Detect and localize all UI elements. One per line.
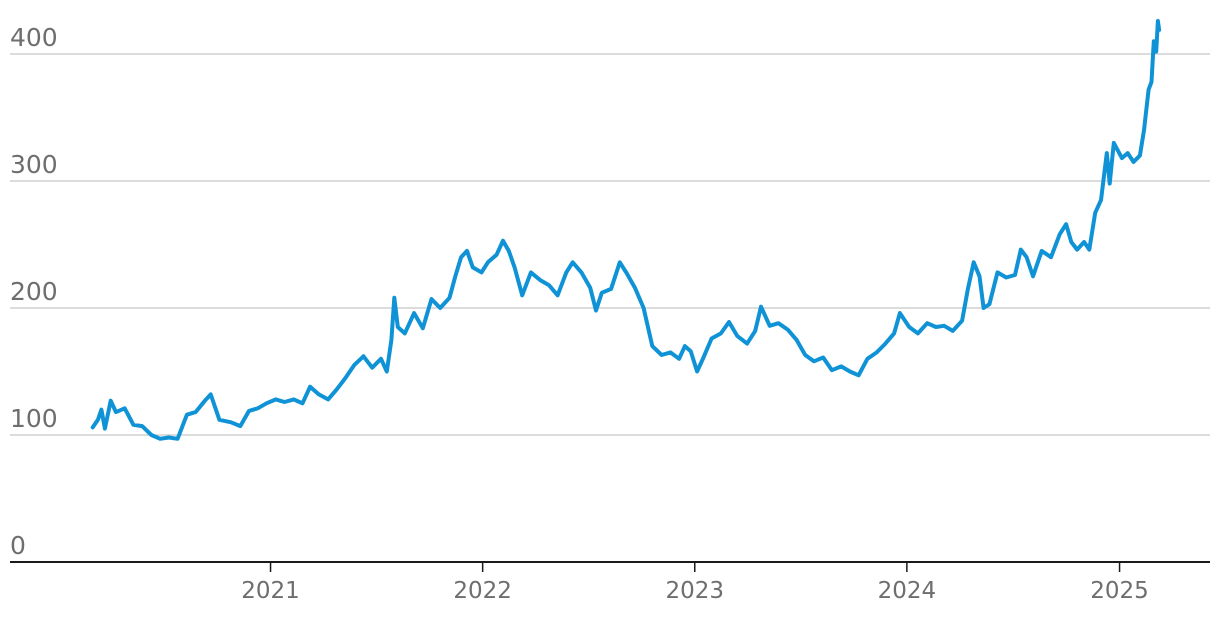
y-tick-label-0: 0 bbox=[10, 531, 26, 560]
x-tick-label-2021: 2021 bbox=[241, 578, 300, 604]
y-tick-label-400: 400 bbox=[10, 23, 58, 52]
gridlines bbox=[10, 53, 1210, 436]
y-tick-label-100: 100 bbox=[10, 404, 58, 433]
series-layer bbox=[90, 19, 1162, 441]
x-tick-label-2025: 2025 bbox=[1090, 578, 1149, 604]
y-tick-label-300: 300 bbox=[10, 150, 58, 179]
x-tick-label-2023: 2023 bbox=[665, 578, 724, 604]
x-axis-ticks: 2021 2022 2023 2024 2025 bbox=[241, 562, 1149, 604]
y-axis-tick-labels: 0 100 200 300 400 bbox=[10, 23, 58, 560]
y-tick-label-200: 200 bbox=[10, 277, 58, 306]
series-line-0 bbox=[90, 19, 1162, 441]
x-tick-label-2024: 2024 bbox=[878, 578, 937, 604]
x-tick-label-2022: 2022 bbox=[453, 578, 512, 604]
